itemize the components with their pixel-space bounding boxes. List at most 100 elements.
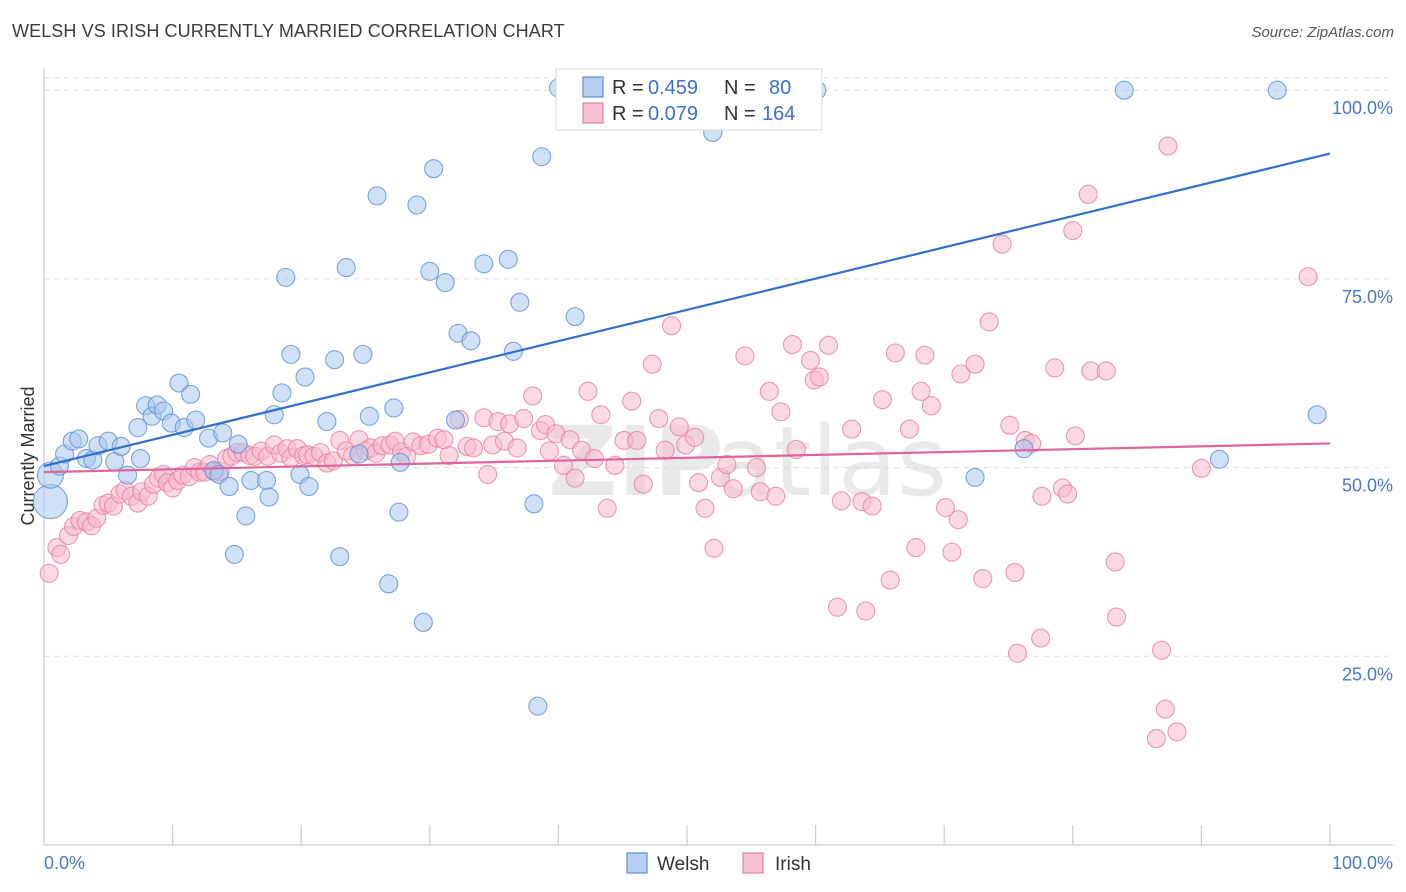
irish-trend-line	[43, 442, 1331, 474]
welsh-point	[353, 344, 373, 364]
welsh-point	[325, 350, 345, 370]
y-axis-title: Currently Married	[18, 386, 38, 525]
legend-n-label-irish: N =	[724, 103, 756, 125]
welsh-point	[128, 418, 148, 438]
welsh-point	[389, 502, 409, 522]
irish-point	[1078, 184, 1098, 204]
irish-point	[915, 345, 935, 365]
irish-point	[1005, 562, 1025, 583]
welsh-point	[510, 292, 530, 312]
irish-point	[965, 354, 985, 374]
irish-point	[1158, 136, 1178, 156]
y-tick-labels: 25.0% 50.0% 75.0% 100.0%	[1332, 98, 1393, 684]
irish-point	[597, 498, 617, 518]
welsh-point	[281, 344, 301, 364]
legend-n-value-welsh: 80	[769, 77, 791, 99]
irish-point	[649, 408, 669, 429]
irish-point	[735, 346, 755, 366]
axes	[43, 68, 1393, 846]
legend-n-label-welsh: N =	[724, 77, 756, 99]
irish-point	[880, 570, 900, 590]
welsh-point	[317, 412, 337, 432]
series-legend-swatch-irish	[742, 852, 764, 874]
irish-point	[539, 441, 559, 461]
irish-point	[906, 538, 926, 558]
irish-point	[862, 496, 882, 516]
irish-point	[831, 491, 851, 511]
irish-point	[1191, 458, 1211, 478]
irish-point	[723, 479, 743, 499]
irish-point	[507, 438, 527, 458]
irish-point	[669, 417, 689, 437]
x-ticks	[172, 825, 1331, 845]
irish-point	[872, 390, 893, 410]
irish-point	[1106, 607, 1127, 627]
welsh-point	[219, 476, 239, 497]
welsh-point	[528, 696, 548, 716]
irish-point	[856, 601, 876, 621]
welsh-point	[1267, 80, 1287, 100]
irish-point	[942, 542, 962, 562]
welsh-point	[965, 467, 985, 487]
welsh-point	[1307, 405, 1327, 425]
welsh-point	[299, 476, 319, 497]
irish-point	[899, 419, 920, 439]
irish-point	[771, 402, 791, 422]
welsh-point	[186, 410, 206, 430]
welsh-point	[445, 410, 466, 430]
welsh-point	[330, 547, 350, 567]
irish-point	[842, 419, 862, 439]
welsh-point	[336, 258, 356, 278]
irish-point	[1167, 722, 1187, 742]
welsh-point	[435, 273, 455, 293]
irish-point	[948, 510, 968, 530]
series-legend-label-irish: Irish	[775, 854, 811, 875]
irish-point	[695, 498, 715, 518]
welsh-point	[461, 331, 481, 351]
welsh-point	[236, 506, 256, 526]
irish-point	[439, 445, 459, 466]
welsh-point	[169, 373, 189, 393]
legend-r-label-irish: R =	[612, 103, 644, 125]
welsh-point	[379, 574, 399, 594]
irish-point	[463, 438, 484, 458]
irish-point	[1007, 643, 1028, 663]
irish-point	[689, 473, 709, 493]
irish-point	[827, 597, 848, 617]
welsh-trend-line	[43, 152, 1331, 468]
welsh-point	[390, 452, 410, 472]
y-tick-label: 25.0%	[1342, 664, 1393, 684]
welsh-point	[498, 249, 518, 269]
series-legend: Welsh Irish	[626, 852, 811, 875]
irish-point	[1151, 640, 1172, 660]
irish-point	[818, 335, 839, 355]
irish-point	[39, 563, 59, 583]
irish-point	[951, 364, 971, 384]
irish-point	[786, 439, 806, 460]
irish-point	[782, 335, 803, 355]
irish-point	[1000, 415, 1020, 435]
y-tick-label: 75.0%	[1342, 287, 1393, 307]
welsh-point	[532, 147, 552, 167]
welsh-point	[367, 186, 387, 206]
welsh-point	[424, 159, 444, 179]
welsh-point	[407, 195, 427, 215]
y-tick-label: 100.0%	[1332, 98, 1393, 118]
irish-point	[921, 396, 941, 416]
x-tick-label-min: 0.0%	[44, 853, 85, 873]
welsh-point	[181, 384, 201, 404]
irish-point	[514, 408, 534, 429]
irish-point	[1298, 267, 1318, 287]
irish-point	[1096, 361, 1116, 381]
welsh-point	[1114, 80, 1134, 100]
irish-point	[434, 430, 454, 450]
welsh-point	[1014, 439, 1034, 459]
irish-point	[1065, 426, 1085, 446]
welsh-point	[118, 465, 138, 485]
irish-point	[591, 405, 611, 425]
irish-point	[655, 440, 675, 460]
welsh-point	[69, 429, 89, 449]
welsh-point	[213, 423, 233, 443]
welsh-point	[565, 307, 585, 327]
